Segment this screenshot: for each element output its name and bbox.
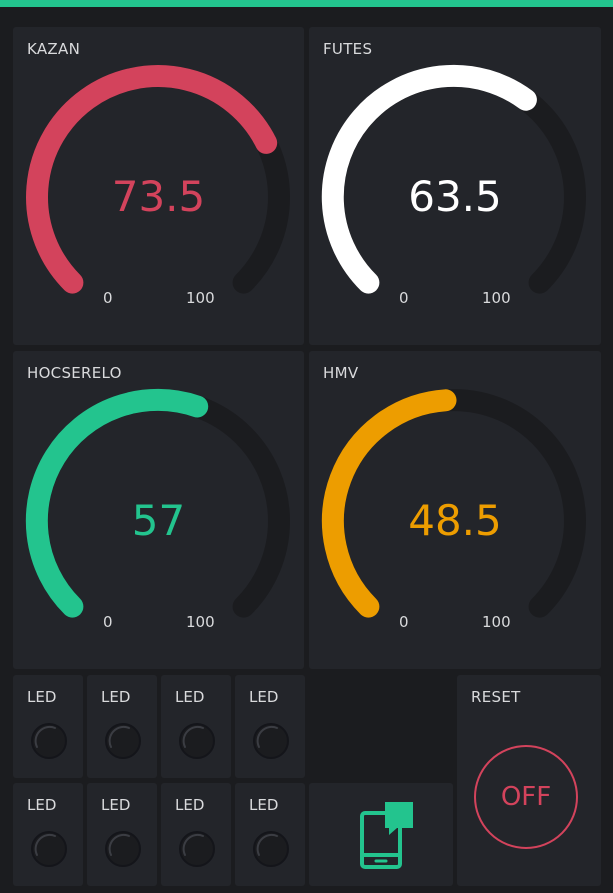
gauge-hocserelo: HOCSERELO 57 0 100 bbox=[13, 351, 304, 669]
reset-title: RESET bbox=[471, 688, 521, 706]
led-off-icon bbox=[253, 723, 289, 759]
gauge-arc bbox=[25, 388, 290, 618]
led-off-icon bbox=[105, 723, 141, 759]
gauge-title: HOCSERELO bbox=[27, 364, 122, 382]
gauge-value: 73.5 bbox=[111, 172, 206, 221]
led-widget: LED bbox=[235, 783, 305, 886]
gauge-arc bbox=[321, 389, 586, 618]
reset-off-button[interactable]: OFF bbox=[474, 745, 578, 849]
led-widget: LED bbox=[13, 783, 83, 886]
led-label: LED bbox=[101, 688, 131, 706]
gauge-max-label: 100 bbox=[186, 289, 215, 307]
gauge-min-label: 0 bbox=[399, 613, 409, 631]
led-widget: LED bbox=[13, 675, 83, 778]
led-off-icon bbox=[105, 831, 141, 867]
gauge-max-label: 100 bbox=[186, 613, 215, 631]
led-label: LED bbox=[27, 796, 57, 814]
gauge-min-label: 0 bbox=[103, 613, 113, 631]
gauge-title: HMV bbox=[323, 364, 359, 382]
led-widget: LED bbox=[235, 675, 305, 778]
gauge-arc bbox=[321, 64, 586, 294]
phone-chat-icon bbox=[360, 802, 413, 869]
led-widget: LED bbox=[161, 783, 231, 886]
led-off-icon bbox=[31, 831, 67, 867]
gauge-max-label: 100 bbox=[482, 289, 511, 307]
led-label: LED bbox=[249, 688, 279, 706]
led-off-icon bbox=[179, 723, 215, 759]
gauge-futes: FUTES 63.5 0 100 bbox=[309, 27, 601, 345]
gauge-hmv: HMV 48.5 0 100 bbox=[309, 351, 601, 669]
led-off-icon bbox=[253, 831, 289, 867]
top-accent-bar bbox=[0, 0, 613, 7]
gauge-value: 57 bbox=[131, 496, 186, 545]
gauge-title: KAZAN bbox=[27, 40, 81, 58]
led-off-icon bbox=[31, 723, 67, 759]
led-label: LED bbox=[175, 688, 205, 706]
device-button[interactable] bbox=[309, 783, 453, 886]
gauge-value: 48.5 bbox=[408, 496, 502, 545]
led-label: LED bbox=[27, 688, 57, 706]
led-widget: LED bbox=[87, 783, 157, 886]
gauge-min-label: 0 bbox=[103, 289, 113, 307]
led-off-icon bbox=[179, 831, 215, 867]
gauge-max-label: 100 bbox=[482, 613, 511, 631]
gauge-title: FUTES bbox=[323, 40, 373, 58]
gauge-kazan: KAZAN 73.5 0 100 bbox=[13, 27, 304, 345]
led-label: LED bbox=[175, 796, 205, 814]
led-label: LED bbox=[249, 796, 279, 814]
led-widget: LED bbox=[87, 675, 157, 778]
led-widget: LED bbox=[161, 675, 231, 778]
gauge-value: 63.5 bbox=[408, 172, 502, 221]
gauge-arc bbox=[26, 65, 290, 294]
reset-widget: RESET OFF bbox=[457, 675, 601, 886]
led-label: LED bbox=[101, 796, 131, 814]
gauge-min-label: 0 bbox=[399, 289, 409, 307]
